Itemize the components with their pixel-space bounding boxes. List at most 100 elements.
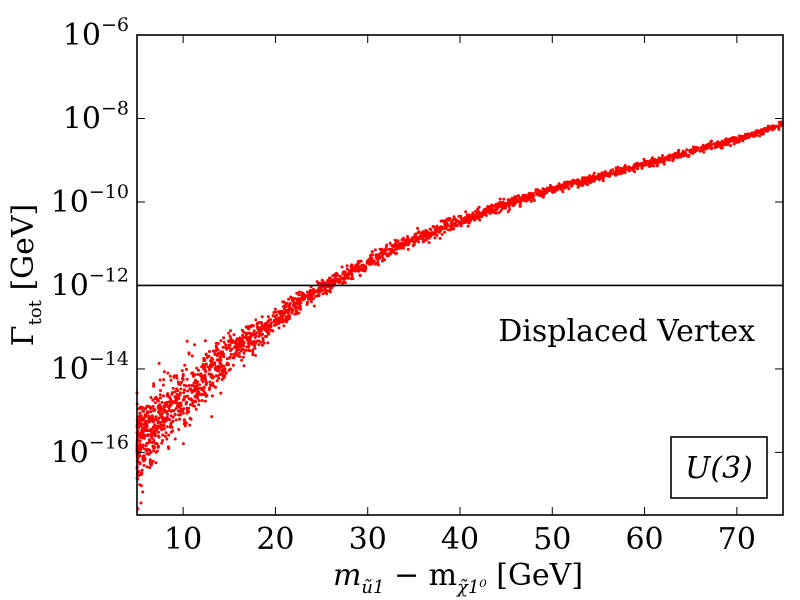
- scatter-point: [262, 341, 266, 345]
- scatter-point: [183, 421, 187, 424]
- scatter-point: [187, 351, 191, 355]
- scatter-point: [272, 323, 276, 327]
- scatter-point: [661, 154, 664, 158]
- x-tick-label: 60: [625, 522, 663, 557]
- scatter-point: [174, 407, 178, 411]
- scatter-point: [750, 133, 754, 137]
- scatter-point: [319, 287, 323, 291]
- scatter-point: [350, 263, 354, 267]
- scatter-point: [720, 146, 724, 150]
- scatter-point: [652, 164, 656, 168]
- scatter-point: [242, 364, 246, 368]
- scatter-point: [501, 200, 505, 204]
- scatter-point: [274, 318, 278, 322]
- scatter-point: [349, 277, 353, 280]
- scatter-point: [207, 372, 211, 376]
- scatter-point: [187, 384, 191, 387]
- scatter-point: [685, 148, 689, 152]
- scatter-point: [195, 366, 199, 370]
- scatter-point: [148, 429, 152, 433]
- scatter-point: [219, 351, 223, 355]
- scatter-point: [143, 407, 147, 411]
- scatter-point: [310, 294, 314, 298]
- scatter-point: [369, 256, 373, 260]
- scatter-point: [199, 372, 203, 376]
- scatter-point: [427, 241, 431, 244]
- scatter-point: [195, 384, 199, 388]
- scatter-point: [739, 137, 743, 141]
- scatter-point: [502, 197, 506, 201]
- scatter-point: [323, 287, 327, 291]
- scatter-point: [421, 240, 425, 244]
- scatter-point: [216, 342, 220, 345]
- scatter-point: [177, 396, 180, 400]
- scatter-point: [391, 245, 395, 248]
- scatter-point: [208, 359, 212, 363]
- scatter-point: [158, 378, 162, 382]
- scatter-point: [161, 433, 165, 437]
- scatter-point: [352, 269, 356, 273]
- scatter-point: [488, 208, 492, 212]
- scatter-point: [152, 384, 156, 388]
- scatter-point: [169, 430, 173, 434]
- scatter-point: [182, 418, 186, 422]
- scatter-point: [209, 375, 213, 379]
- scatter-point: [529, 199, 533, 203]
- scatter-point: [466, 224, 470, 228]
- scatter-point: [381, 252, 385, 256]
- scatter-point: [200, 393, 204, 396]
- scatter-point: [154, 415, 158, 419]
- scatter-point: [165, 400, 169, 404]
- scatter-point: [383, 258, 387, 262]
- scatter-point: [156, 449, 159, 453]
- scatter-point: [153, 446, 157, 450]
- scatter-point: [248, 331, 251, 335]
- scatter-point: [345, 267, 349, 271]
- scatter-point: [229, 352, 233, 356]
- scatter-point: [424, 238, 428, 242]
- scatter-point: [157, 435, 161, 439]
- scatter-point: [214, 385, 218, 389]
- scatter-point: [695, 148, 699, 151]
- scatter-point: [170, 401, 174, 405]
- scatter-point: [688, 150, 692, 154]
- scatter-point: [415, 236, 419, 240]
- scatter-point: [215, 358, 219, 362]
- scatter-point: [254, 353, 257, 357]
- scatter-point: [755, 129, 759, 133]
- scatter-point: [642, 161, 646, 165]
- scatter-point: [147, 419, 151, 423]
- scatter-point: [195, 381, 199, 385]
- scatter-point: [715, 141, 719, 145]
- scatter-point: [635, 165, 639, 169]
- scatter-point: [242, 344, 246, 348]
- scatter-point: [159, 389, 162, 392]
- scatter-point: [175, 376, 179, 380]
- scatter-point: [395, 251, 398, 255]
- scatter-point: [176, 389, 180, 393]
- scatter-point: [613, 171, 617, 174]
- scatter-point: [244, 325, 248, 329]
- scatter-point: [297, 311, 301, 315]
- scatter-point: [406, 247, 410, 251]
- scatter-point: [491, 209, 495, 213]
- scatter-point: [214, 344, 218, 348]
- scatter-point: [244, 334, 248, 337]
- scatter-point: [439, 219, 443, 223]
- scatter-point: [364, 267, 368, 271]
- scatter-point: [155, 428, 159, 432]
- scatter-point: [450, 227, 454, 231]
- scatter-point: [175, 374, 179, 378]
- scatter-point: [203, 399, 207, 403]
- scatter-point: [180, 369, 184, 373]
- scatter-point: [166, 371, 170, 375]
- scatter-point: [539, 189, 543, 193]
- scatter-point: [143, 433, 147, 437]
- scatter-point: [148, 448, 152, 452]
- scatter-point: [546, 187, 550, 191]
- scatter-point: [157, 410, 160, 414]
- scatter-point: [709, 147, 713, 151]
- scatter-point: [152, 449, 156, 453]
- scatter-point: [146, 433, 150, 437]
- scatter-point: [472, 213, 475, 217]
